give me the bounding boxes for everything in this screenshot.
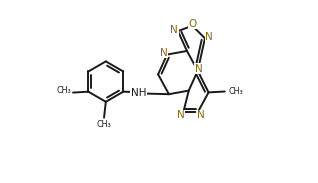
Text: NH: NH xyxy=(130,88,146,98)
Text: CH₃: CH₃ xyxy=(228,87,243,96)
Text: N: N xyxy=(177,111,184,120)
Text: N: N xyxy=(170,25,178,35)
Text: N: N xyxy=(197,111,204,120)
Text: N: N xyxy=(160,48,168,58)
Text: O: O xyxy=(189,18,197,29)
Text: CH₃: CH₃ xyxy=(97,120,111,129)
Text: CH₃: CH₃ xyxy=(56,86,71,95)
Text: N: N xyxy=(205,32,213,42)
Text: N: N xyxy=(195,64,203,74)
